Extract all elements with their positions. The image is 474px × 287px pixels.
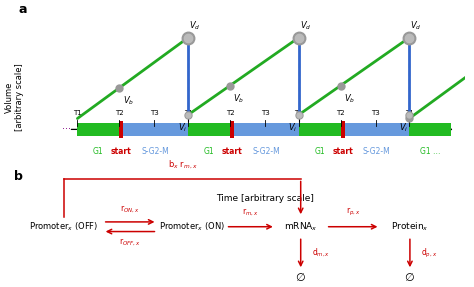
Text: T1: T1 — [405, 110, 414, 117]
Text: G1: G1 — [204, 147, 214, 156]
Text: T2: T2 — [337, 110, 345, 117]
Text: $V_d$: $V_d$ — [410, 20, 422, 32]
Text: $V_b$: $V_b$ — [344, 92, 355, 105]
Bar — [77, 123, 119, 135]
Text: $V_i$: $V_i$ — [399, 122, 408, 134]
Text: G1: G1 — [93, 147, 104, 156]
Text: T3: T3 — [261, 110, 269, 117]
Text: d$_{m,x}$: d$_{m,x}$ — [312, 247, 330, 259]
Text: r$_{p,x}$: r$_{p,x}$ — [346, 206, 360, 218]
Bar — [234, 123, 299, 135]
Text: $V_d$: $V_d$ — [189, 20, 201, 32]
Bar — [341, 121, 345, 138]
Text: $V_b$: $V_b$ — [123, 94, 134, 107]
Bar — [409, 123, 451, 135]
Text: start: start — [222, 147, 242, 156]
Text: $V_b$: $V_b$ — [233, 92, 245, 105]
Text: $\emptyset$: $\emptyset$ — [295, 271, 306, 283]
Text: start: start — [332, 147, 353, 156]
Text: $V_d$: $V_d$ — [300, 20, 311, 32]
Text: Protein$_x$: Protein$_x$ — [391, 220, 429, 233]
Text: S-G2-M: S-G2-M — [252, 147, 280, 156]
Text: T2: T2 — [226, 110, 234, 117]
Text: G1 …: G1 … — [420, 147, 440, 156]
Text: b$_x$ r$_{m, x}$: b$_x$ r$_{m, x}$ — [168, 159, 197, 171]
Text: T3: T3 — [371, 110, 380, 117]
Text: r$_{OFF, x}$: r$_{OFF, x}$ — [119, 236, 141, 248]
Text: T1: T1 — [73, 110, 82, 117]
Text: r$_{m,x}$: r$_{m,x}$ — [243, 207, 259, 218]
Text: S-G2-M: S-G2-M — [142, 147, 170, 156]
Bar — [345, 123, 409, 135]
Text: b: b — [14, 170, 23, 183]
Text: G1: G1 — [314, 147, 325, 156]
Text: $\emptyset$: $\emptyset$ — [404, 271, 415, 283]
Bar — [299, 123, 341, 135]
Text: start: start — [111, 147, 132, 156]
Bar — [119, 121, 123, 138]
Text: Promoter$_x$ (ON): Promoter$_x$ (ON) — [158, 220, 225, 233]
Bar — [230, 121, 234, 138]
Text: d$_{p,x}$: d$_{p,x}$ — [421, 247, 438, 260]
Text: T3: T3 — [150, 110, 159, 117]
Text: Volume
[arbitrary scale]: Volume [arbitrary scale] — [5, 63, 24, 131]
Text: S-G2-M: S-G2-M — [363, 147, 391, 156]
Text: Promoter$_x$ (OFF): Promoter$_x$ (OFF) — [29, 220, 99, 233]
Text: Time [arbitrary scale]: Time [arbitrary scale] — [217, 194, 314, 203]
Text: ···: ··· — [62, 124, 71, 134]
Text: r$_{ON, x}$: r$_{ON, x}$ — [120, 203, 140, 215]
Text: mRNA$_x$: mRNA$_x$ — [284, 220, 318, 233]
Text: T1: T1 — [294, 110, 303, 117]
Text: $V_i$: $V_i$ — [178, 122, 187, 134]
Bar — [123, 123, 188, 135]
Text: T1: T1 — [183, 110, 192, 117]
Text: T2: T2 — [115, 110, 124, 117]
Text: a: a — [18, 3, 27, 15]
Text: $V_i$: $V_i$ — [288, 122, 298, 134]
Bar — [188, 123, 230, 135]
